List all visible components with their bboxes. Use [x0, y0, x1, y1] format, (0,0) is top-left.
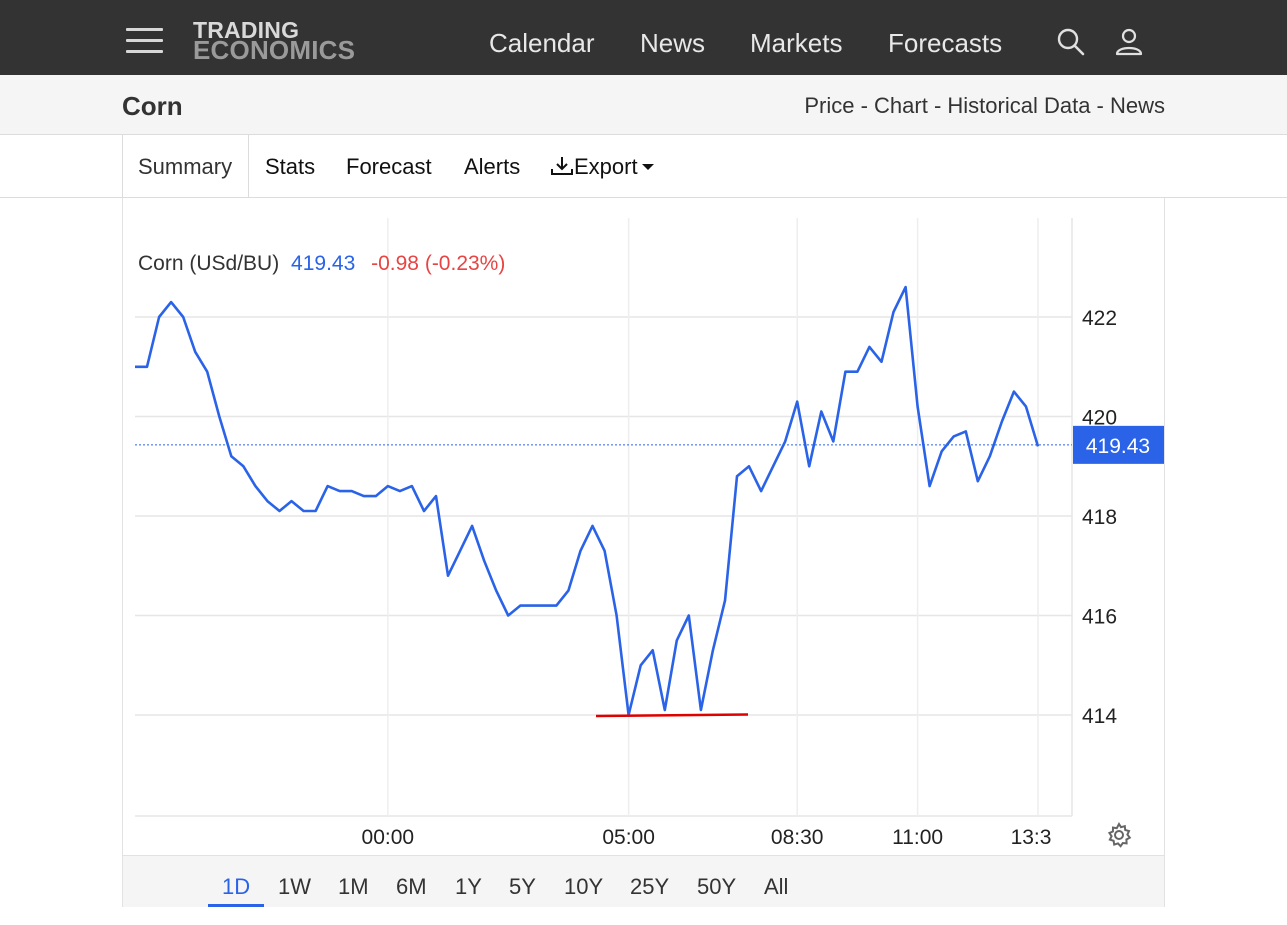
search-icon[interactable]	[1056, 27, 1086, 57]
range-1m[interactable]: 1M	[338, 874, 369, 899]
axis-layer: 414 416 418 420 422 00:00 05:00 08:30 11:00 13:3 4…	[362, 307, 1164, 849]
menu-icon[interactable]	[126, 26, 163, 54]
range-5y[interactable]: 5Y	[509, 874, 536, 899]
tab-stats[interactable]: Stats	[265, 154, 316, 179]
export-button[interactable]: Export	[550, 154, 655, 180]
chart-legend: Corn (USd/BU) 419.43 -0.98 (-0.23%)	[138, 252, 505, 275]
x-tick-label: 08:30	[771, 826, 824, 849]
export-label: Export	[574, 154, 638, 179]
page-title: Corn	[122, 91, 183, 121]
y-tick-label: 420	[1082, 407, 1117, 430]
x-tick-label: 05:00	[602, 826, 655, 849]
gear-icon[interactable]	[1106, 822, 1132, 848]
nav-news[interactable]: News	[640, 28, 706, 58]
download-icon	[551, 157, 573, 175]
logo-bottom: ECONOMICS	[193, 35, 356, 65]
last-price-label: 419.43	[1086, 435, 1150, 458]
range-10y[interactable]: 10Y	[564, 874, 604, 899]
range-50y[interactable]: 50Y	[697, 874, 737, 899]
series-line	[135, 285, 1040, 717]
tab-bar: Summary Stats Forecast Alerts Export	[0, 135, 1287, 198]
logo[interactable]: TRADING ECONOMICS	[193, 17, 356, 65]
range-selector: 1D 1W 1M 6M 1Y 5Y 10Y 25Y 50Y All	[123, 855, 1164, 907]
range-1w[interactable]: 1W	[278, 874, 311, 899]
series-layer	[135, 285, 1072, 718]
page-header: Corn Price - Chart - Historical Data - N…	[0, 75, 1287, 135]
logo-top: TRADING	[193, 17, 300, 43]
nav-forecasts[interactable]: Forecasts	[888, 28, 1003, 58]
tab-summary[interactable]: Summary	[122, 135, 249, 197]
range-1y[interactable]: 1Y	[455, 874, 482, 899]
range-25y[interactable]: 25Y	[630, 874, 670, 899]
x-tick-label: 13:3	[1011, 826, 1052, 849]
active-range-indicator	[208, 904, 264, 907]
tab-forecast[interactable]: Forecast	[346, 154, 432, 179]
x-tick-label: 00:00	[362, 826, 415, 849]
support-line	[595, 713, 749, 718]
nav-calendar[interactable]: Calendar	[489, 28, 595, 58]
y-tick-label: 418	[1082, 506, 1117, 529]
last-price-badge	[1073, 425, 1164, 464]
breadcrumb[interactable]: Price - Chart - Historical Data - News	[804, 93, 1165, 118]
range-all[interactable]: All	[764, 874, 789, 899]
y-tick-label: 416	[1082, 606, 1117, 629]
legend-change: -0.98 (-0.23%)	[371, 252, 505, 275]
tab-alerts[interactable]: Alerts	[464, 154, 521, 179]
legend-series-name: Corn (USd/BU)	[138, 252, 279, 275]
y-tick-label: 422	[1082, 307, 1117, 330]
nav-markets[interactable]: Markets	[750, 28, 843, 58]
top-navigation: TRADING ECONOMICS Calendar News Markets …	[0, 0, 1287, 75]
range-1d[interactable]: 1D	[222, 874, 251, 899]
user-icon[interactable]	[1114, 27, 1144, 57]
y-tick-label: 414	[1082, 705, 1117, 728]
range-6m[interactable]: 6M	[396, 874, 427, 899]
x-tick-label: 11:00	[892, 826, 943, 849]
grid	[135, 218, 1073, 817]
caret-down-icon	[641, 164, 654, 170]
legend-price: 419.43	[291, 252, 355, 275]
